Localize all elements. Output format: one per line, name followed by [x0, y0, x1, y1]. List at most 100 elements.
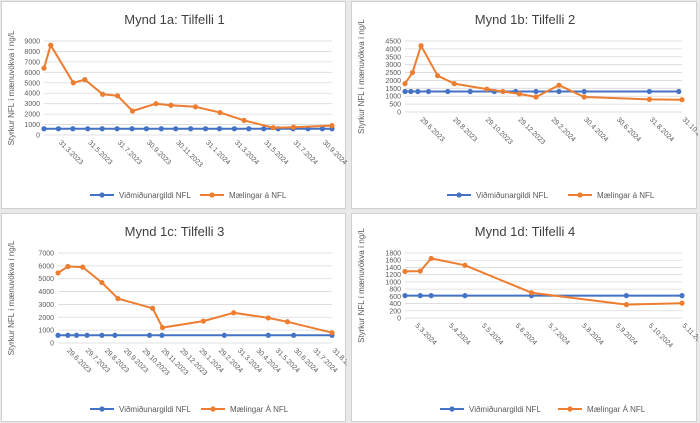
x-tick-label: 31.7.2023: [116, 139, 143, 166]
data-point: [55, 270, 61, 276]
x-tick-label: 29.10.2023: [484, 116, 514, 146]
y-tick-label: 4000: [24, 91, 40, 98]
data-point: [484, 86, 490, 92]
y-tick-label: 0: [36, 133, 40, 140]
data-point: [217, 109, 223, 116]
y-tick-label: 3000: [385, 62, 401, 69]
data-point: [159, 324, 166, 331]
legend-marker: [577, 192, 583, 198]
legend-label: Mælingar Á NFL: [587, 405, 646, 414]
data-point: [428, 293, 434, 299]
y-tick-label: 1000: [38, 328, 54, 335]
y-tick-label: 4000: [385, 46, 401, 53]
data-point: [408, 88, 414, 95]
y-tick-label: 5000: [24, 80, 40, 87]
data-point: [402, 81, 408, 87]
x-tick-label: 31.8.2024: [648, 116, 675, 143]
data-point: [100, 91, 106, 97]
data-point: [646, 88, 652, 95]
y-tick-label: 1000: [385, 94, 401, 101]
data-point: [261, 126, 267, 132]
data-point: [428, 255, 434, 262]
data-point: [168, 102, 174, 108]
y-tick-label: 9000: [24, 39, 40, 46]
data-point: [418, 43, 424, 49]
data-point: [55, 126, 62, 132]
y-tick-label: 4500: [385, 39, 401, 46]
data-point: [159, 332, 165, 338]
data-point: [290, 124, 297, 130]
data-point: [99, 279, 105, 286]
data-point: [99, 126, 105, 132]
data-point: [231, 126, 237, 132]
data-point: [402, 268, 408, 275]
data-point: [516, 91, 523, 97]
data-point: [246, 126, 252, 132]
legend-marker: [567, 406, 573, 412]
legend-label: Viðmiðunargildi NFL: [119, 405, 191, 414]
data-point: [291, 332, 297, 338]
x-tick-label: 30.4.2024: [582, 116, 609, 143]
data-point: [415, 88, 421, 95]
x-tick-label: 5.9.2024: [614, 322, 638, 346]
x-tick-label: 30.6.2024: [615, 116, 642, 143]
chart-svg: Mynd 1a: Tilfelli 1 0 1000 2000 3000 4000 5000…: [7, 12, 347, 200]
y-axis-label: Styrkur NFL í mænuvökva í ng/L: [357, 228, 366, 343]
chart-panel-1d: Mynd 1d: Tilfelli 4 0 200 400 600 800 1000 1200…: [351, 213, 698, 422]
data-point: [41, 65, 47, 71]
data-point: [676, 88, 682, 95]
y-tick-label: 1200: [385, 272, 401, 279]
y-tick-label: 1800: [385, 251, 401, 258]
y-axis-label: Styrkur NFL í mænuvökva í ng/L: [7, 30, 16, 145]
y-tick-label: 3000: [24, 101, 40, 108]
x-tick-label: 30.9.2023: [145, 139, 172, 166]
data-point: [114, 126, 120, 132]
chart-svg: Mynd 1c: Tilfelli 3 0 1000 2000 3000 4000 5000…: [7, 224, 347, 414]
legend-label: Viðmiðunargildi NFL: [469, 405, 541, 414]
chart-svg: Mynd 1b: Tilfelli 2050010001500200025003…: [357, 12, 698, 200]
x-tick-label: 5.10.2024: [647, 322, 674, 349]
data-point: [445, 88, 451, 95]
data-point: [158, 126, 164, 132]
data-point: [143, 126, 150, 132]
x-tick-label: 31.5.2024: [262, 139, 289, 166]
data-point: [221, 332, 227, 338]
y-tick-label: 2000: [385, 78, 401, 85]
chart-panel-1c: Mynd 1c: Tilfelli 3 0 1000 2000 3000 4000 5000…: [1, 213, 347, 422]
y-axis-label: Styrkur NFL í mænuvökva í ng/L: [7, 240, 16, 355]
y-tick-label: 800: [389, 287, 401, 294]
x-tick-label: 29.12.2023: [516, 116, 546, 146]
legend-marker: [210, 406, 216, 412]
x-tick-label: 30.11.2023: [174, 139, 203, 168]
x-tick-label: 5.4.2024: [447, 322, 471, 346]
legend-marker: [449, 406, 455, 412]
data-point: [265, 332, 271, 338]
data-point: [82, 77, 88, 83]
x-tick-label: 5.6.2024: [514, 322, 538, 346]
data-point: [329, 330, 335, 336]
data-point: [500, 88, 506, 95]
legend-label: Mælingar Á NFL: [230, 405, 289, 414]
data-point: [409, 69, 416, 76]
data-point: [451, 81, 457, 87]
x-tick-label: 31.5.2023: [86, 139, 113, 166]
data-point: [270, 125, 276, 131]
data-point: [112, 332, 118, 338]
data-point: [73, 332, 80, 338]
data-point: [402, 293, 408, 299]
data-point: [200, 318, 206, 324]
data-point: [533, 88, 539, 95]
data-point: [150, 305, 156, 311]
legend-label: Mælingar á NFL: [597, 191, 655, 200]
data-point: [533, 94, 539, 100]
series-line-measurement: [43, 44, 333, 129]
y-tick-label: 3500: [385, 54, 401, 61]
chart-title: Mynd 1d: Tilfelli 4: [475, 224, 575, 239]
y-tick-label: 8000: [24, 49, 40, 56]
data-point: [153, 101, 159, 107]
data-point: [70, 80, 76, 86]
data-point: [115, 296, 121, 302]
data-point: [65, 263, 71, 270]
data-point: [646, 96, 652, 102]
data-point: [581, 94, 587, 100]
